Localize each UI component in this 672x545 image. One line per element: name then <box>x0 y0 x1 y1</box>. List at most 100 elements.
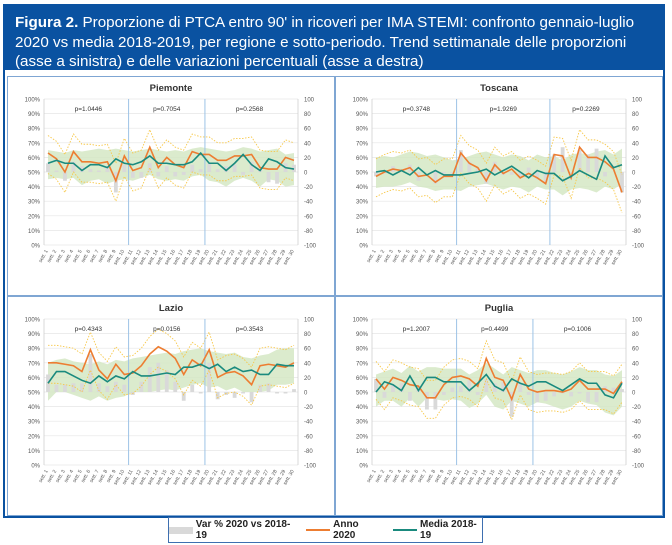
var-bar <box>224 166 229 172</box>
left-axis-tick-label: 70% <box>28 361 41 367</box>
right-axis-tick-label: 40 <box>304 141 311 147</box>
var-bar <box>475 167 480 172</box>
p-value-label: p=0.2269 <box>572 106 600 113</box>
left-axis-tick-label: 100% <box>25 318 41 324</box>
right-axis-tick-label: 100 <box>304 318 315 324</box>
left-axis-tick-label: 40% <box>356 405 369 411</box>
left-axis-tick-label: 20% <box>28 214 41 220</box>
left-axis-tick-label: 100% <box>353 318 369 324</box>
var-bar <box>391 384 395 392</box>
var-bar <box>467 161 472 172</box>
left-axis-tick-label: 80% <box>28 347 41 353</box>
left-axis-tick-label: 10% <box>356 229 369 235</box>
legend-swatch-media <box>393 528 418 532</box>
series-line-media-2018-19 <box>375 373 623 399</box>
var-bar <box>577 150 582 172</box>
right-axis-tick-label: -20 <box>632 405 641 411</box>
var-bar <box>71 161 76 172</box>
var-bar <box>492 383 497 392</box>
left-axis-tick-label: 20% <box>356 214 369 220</box>
left-axis-tick-label: 80% <box>356 347 369 353</box>
p-value-label: p=1.0446 <box>75 106 103 113</box>
var-bar <box>560 147 565 172</box>
var-bar <box>450 387 455 392</box>
var-bar <box>190 164 195 172</box>
right-axis-tick-label: 80 <box>632 112 639 118</box>
left-axis-tick-label: 60% <box>28 156 41 162</box>
ci-lower-dotted-line <box>47 166 295 203</box>
left-axis-tick-label: 50% <box>356 391 369 397</box>
var-bar <box>424 392 429 410</box>
var-bar <box>492 161 497 172</box>
p-value-label: p=0.1006 <box>564 326 592 333</box>
var-bar <box>408 392 412 401</box>
ci-lower-dotted-line <box>375 166 623 214</box>
var-bar <box>181 172 186 175</box>
var-bar <box>526 392 531 395</box>
legend-item-anno2020: Anno 2020 <box>306 519 379 541</box>
p-value-label: p=0.3748 <box>403 106 431 113</box>
var-bar <box>518 172 523 178</box>
var-bar <box>215 392 220 400</box>
var-bar <box>63 384 67 392</box>
right-axis-tick-label: 0 <box>304 171 308 177</box>
left-axis-tick-label: 20% <box>356 434 369 440</box>
legend-label-var: Var % 2020 vs 2018-19 <box>195 519 291 541</box>
figure-caption: Figura 2. Proporzione di PTCA entro 90' … <box>3 4 665 70</box>
left-axis-tick-label: 80% <box>28 127 41 133</box>
var-bar <box>620 172 624 193</box>
var-bar <box>88 354 93 392</box>
var-bar <box>232 392 237 398</box>
confidence-band <box>48 147 294 187</box>
right-axis-tick-label: 0 <box>304 391 308 397</box>
var-bar <box>122 164 127 172</box>
right-axis-tick-label: -80 <box>304 229 313 235</box>
var-bar <box>620 389 624 392</box>
var-bar <box>139 172 144 178</box>
var-bar <box>509 392 514 417</box>
right-axis-tick-label: 100 <box>304 98 315 104</box>
var-bar <box>594 392 599 403</box>
left-axis-tick-label: 10% <box>28 229 41 235</box>
var-bar <box>611 387 616 392</box>
left-axis-tick-label: 40% <box>356 185 369 191</box>
var-bar <box>586 154 590 172</box>
left-axis-tick-label: 10% <box>356 449 369 455</box>
var-bar <box>241 172 246 175</box>
ci-upper-dotted-line <box>47 128 295 165</box>
chart-title: Lazio <box>159 303 183 314</box>
var-bar <box>501 381 506 392</box>
var-bar <box>190 384 195 392</box>
left-axis-tick-label: 90% <box>28 332 41 338</box>
right-axis-tick-label: -60 <box>304 434 313 440</box>
series-line-anno-2020 <box>375 145 623 193</box>
var-bar <box>54 170 59 172</box>
left-axis-tick-label: 90% <box>28 112 41 118</box>
figure-label: Figura 2. <box>15 14 79 31</box>
var-bar <box>156 362 161 392</box>
var-bar <box>241 392 246 394</box>
right-axis-tick-label: -60 <box>632 434 641 440</box>
left-axis-tick-label: 100% <box>353 98 369 104</box>
chart-legend: Var % 2020 vs 2018-19 Anno 2020 Media 20… <box>168 517 483 543</box>
var-bar <box>46 163 50 172</box>
chart-svg: Puglia 0% 10% 20% 30% 40% 50% 60% 70% 80% 90% 100% -… <box>353 303 645 486</box>
var-bar <box>164 370 169 392</box>
var-bar <box>156 172 161 177</box>
p-value-label: p=0.2568 <box>236 106 264 113</box>
left-axis-tick-label: 0% <box>359 464 368 470</box>
right-axis-tick-label: 0 <box>632 171 636 177</box>
right-axis-tick-label: -100 <box>304 464 317 470</box>
var-bar <box>147 367 152 392</box>
var-bar <box>441 172 446 174</box>
left-axis-tick-label: 80% <box>356 127 369 133</box>
var-bar <box>374 172 378 177</box>
var-bar <box>275 172 279 184</box>
left-axis-tick-label: 90% <box>356 332 369 338</box>
legend-label-media: Media 2018-19 <box>420 519 477 541</box>
right-axis-tick-label: -60 <box>632 214 641 220</box>
right-axis-tick-label: 60 <box>632 347 639 353</box>
right-axis-tick-label: -80 <box>304 449 313 455</box>
right-axis-tick-label: 80 <box>304 332 311 338</box>
right-axis-tick-label: -20 <box>304 185 313 191</box>
